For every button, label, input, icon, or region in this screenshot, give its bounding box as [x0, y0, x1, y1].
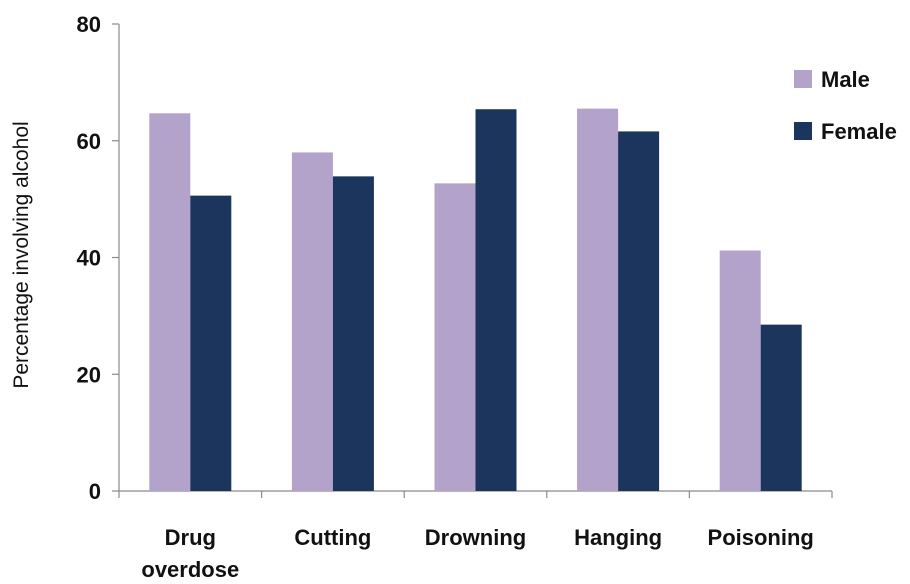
y-axis: 0 20 40 60 80	[77, 12, 120, 504]
y-tick-label: 60	[77, 129, 101, 154]
bar-female-3	[618, 131, 660, 491]
legend-swatch	[794, 70, 812, 88]
bar-male-0	[149, 113, 191, 491]
x-category-label-line: Drug	[165, 525, 216, 550]
bar-female-0	[190, 195, 232, 491]
y-tick-label: 0	[89, 479, 101, 504]
x-category-label-line: Hanging	[574, 525, 662, 550]
legend-label: Male	[821, 67, 870, 92]
x-category-label-line: Cutting	[294, 525, 371, 550]
bar-female-1	[332, 176, 374, 491]
x-category-label-line: Poisoning	[708, 525, 814, 550]
legend-swatch	[794, 122, 812, 140]
bars	[149, 108, 802, 492]
legend: Male Female	[794, 67, 897, 144]
x-category-label: Cutting	[294, 525, 371, 550]
y-tick-label: 20	[77, 362, 101, 387]
bar-male-2	[434, 183, 476, 491]
bar-female-4	[760, 324, 802, 491]
x-category-label: Hanging	[574, 525, 662, 550]
x-category-label: Poisoning	[708, 525, 814, 550]
legend-label: Female	[821, 119, 897, 144]
y-tick-label: 80	[77, 12, 101, 37]
x-category-label-line: overdose	[141, 557, 239, 582]
x-category-label: Drug overdose	[141, 525, 239, 582]
x-axis: Drug overdose Cutting Drowning Hanging Poison…	[118, 490, 833, 582]
y-axis-title: Percentage involving alcohol	[10, 121, 33, 388]
bar-male-1	[291, 152, 333, 492]
bar-male-3	[577, 108, 619, 492]
bar-male-4	[719, 250, 761, 491]
x-category-label-line: Drowning	[425, 525, 526, 550]
y-tick-label: 40	[77, 246, 101, 271]
bar-female-2	[475, 109, 517, 491]
x-category-label: Drowning	[425, 525, 526, 550]
